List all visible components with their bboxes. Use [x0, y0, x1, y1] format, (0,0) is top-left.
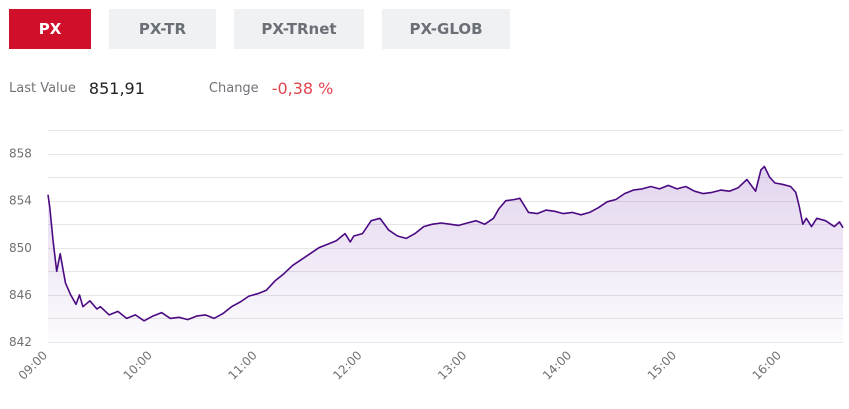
- x-tick-label: 15:00: [645, 348, 679, 382]
- x-tick-label: 09:00: [16, 348, 50, 382]
- tab-px-trnet[interactable]: PX-TRnet: [234, 9, 364, 49]
- y-tick-label: 854: [9, 194, 32, 208]
- x-tick-label: 16:00: [750, 348, 784, 382]
- x-tick-label: 14:00: [540, 348, 574, 382]
- last-value-label: Last Value: [9, 80, 76, 96]
- change-label: Change: [208, 80, 259, 96]
- tab-px-glob[interactable]: PX-GLOB: [382, 9, 510, 49]
- x-tick-label: 11:00: [225, 348, 259, 382]
- x-tick-label: 10:00: [121, 348, 155, 382]
- series-line: [47, 165, 844, 322]
- x-tick-label: 12:00: [330, 348, 364, 382]
- tab-px[interactable]: PX: [9, 9, 91, 49]
- y-tick-label: 846: [9, 288, 32, 302]
- change-value: -0,38 %: [271, 78, 334, 98]
- y-tick-label: 850: [9, 241, 32, 255]
- stats-bar: Last Value 851,91 Change -0,38 %: [9, 76, 333, 100]
- last-value: 851,91: [88, 78, 145, 98]
- y-tick-label: 842: [9, 335, 32, 349]
- tab-px-tr[interactable]: PX-TR: [109, 9, 216, 49]
- x-tick-label: 13:00: [435, 348, 469, 382]
- y-tick-label: 858: [9, 147, 32, 161]
- index-tabs: PX PX-TR PX-TRnet PX-GLOB: [9, 9, 510, 49]
